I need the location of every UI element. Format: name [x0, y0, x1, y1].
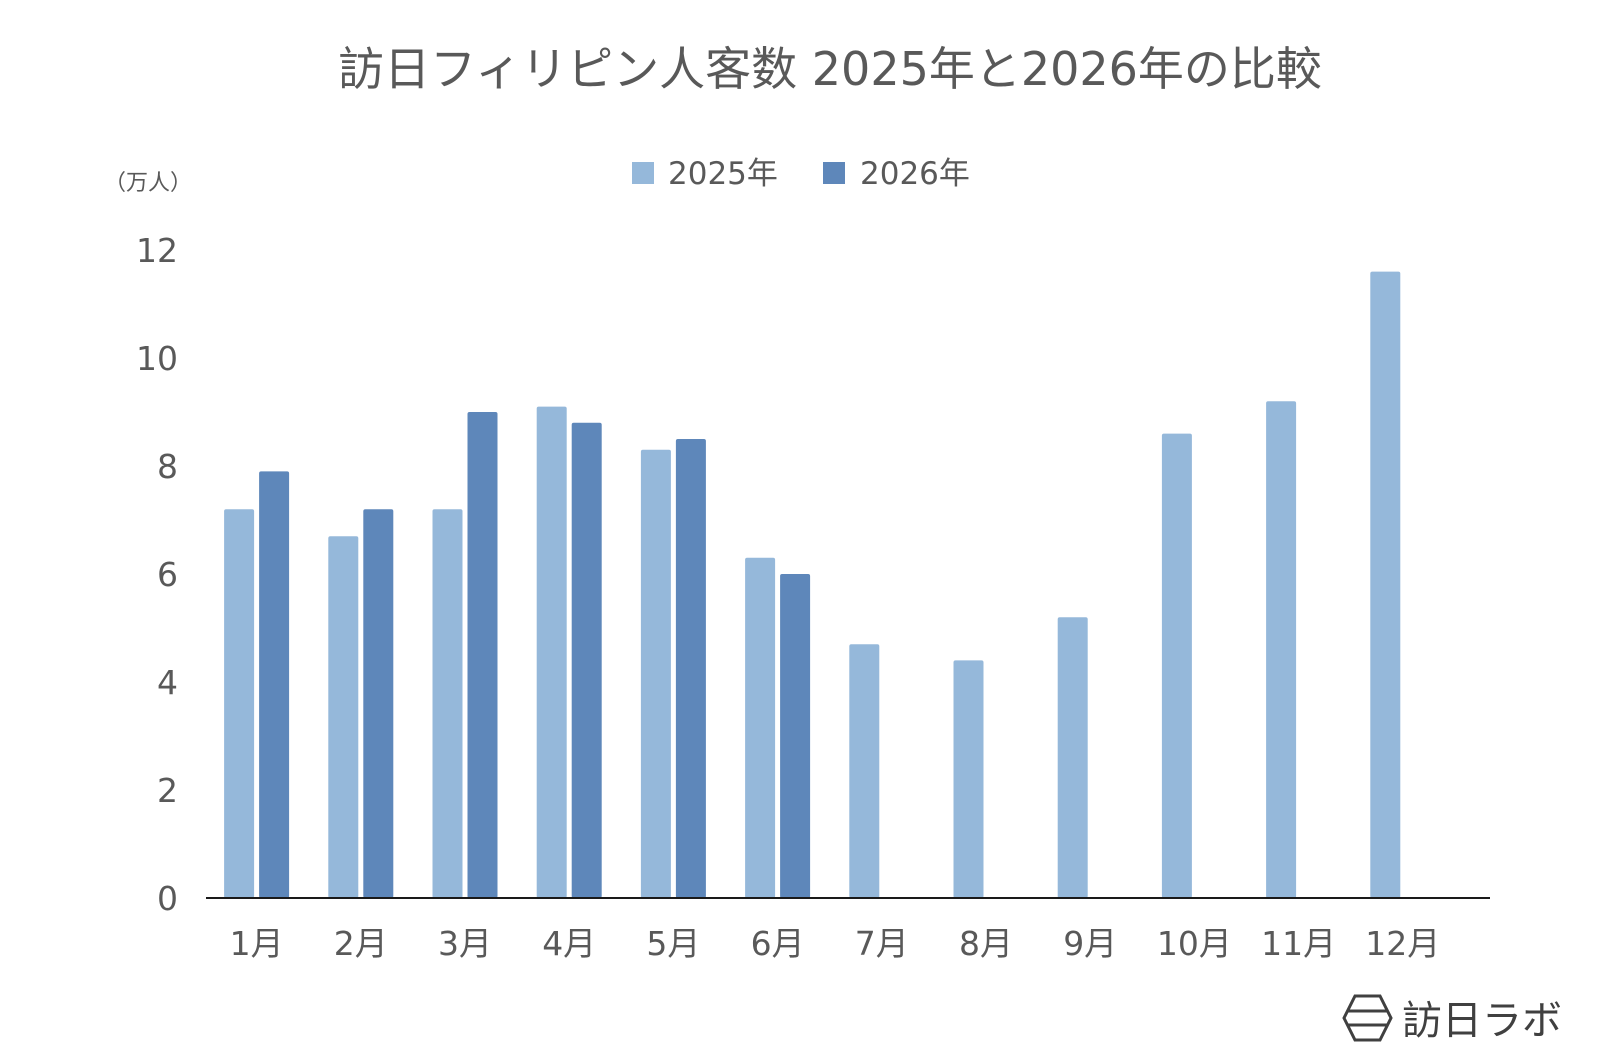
bar-2025年-8月: [953, 660, 984, 898]
x-tick-label: 3月: [438, 924, 492, 963]
hexagon-logo-icon: [1342, 994, 1393, 1042]
chart-title: 訪日フィリピン人客数 2025年と2026年の比較: [338, 42, 1322, 96]
y-tick-label: 8: [157, 447, 178, 486]
y-tick-label: 0: [157, 879, 178, 918]
x-tick-label: 4月: [542, 924, 596, 963]
bar-2025年-6月: [745, 557, 776, 898]
bar-2026年-5月: [675, 439, 706, 898]
bar-2026年-4月: [571, 422, 602, 898]
bar-2025年-4月: [536, 406, 567, 898]
bar-2025年-3月: [432, 509, 463, 898]
brand-logo: 訪日ラボ: [1342, 994, 1562, 1044]
legend-label-2026: 2026年: [860, 156, 970, 192]
legend: 2025年 2026年: [632, 156, 970, 192]
brand-name: 訪日ラボ: [1402, 998, 1562, 1044]
x-tick-label: 12月: [1365, 924, 1440, 963]
bar-2026年-6月: [780, 574, 811, 898]
bar-2026年-2月: [363, 509, 394, 898]
y-tick-label: 6: [157, 555, 178, 594]
legend-label-2025: 2025年: [668, 156, 778, 192]
bar-2026年-1月: [259, 471, 290, 898]
y-tick-label: 2: [157, 771, 178, 810]
x-tick-label: 8月: [959, 924, 1013, 963]
x-tick-label: 7月: [855, 924, 909, 963]
y-tick-label: 12: [136, 231, 178, 270]
x-tick-label: 5月: [646, 924, 700, 963]
x-tick-label: 9月: [1063, 924, 1117, 963]
bar-2025年-12月: [1370, 271, 1401, 899]
x-tick-label: 10月: [1157, 924, 1232, 963]
bars: [224, 271, 1401, 899]
bar-2026年-3月: [467, 412, 498, 898]
bar-2025年-5月: [640, 449, 671, 898]
x-tick-label: 11月: [1261, 924, 1336, 963]
x-tick-label: 6月: [751, 924, 805, 963]
x-tick-label: 1月: [230, 924, 284, 963]
bar-2025年-11月: [1266, 401, 1297, 898]
x-axis-ticks: 1月 2月 3月 4月 5月 6月 7月 8月 9月 10月 11月 12月: [230, 924, 1441, 963]
y-tick-label: 4: [157, 663, 178, 702]
y-tick-label: 10: [136, 339, 178, 378]
legend-swatch-2026: [823, 162, 845, 184]
bar-2025年-9月: [1057, 617, 1088, 898]
legend-swatch-2025: [632, 162, 654, 184]
y-axis-ticks: 0 2 4 6 8 10 12: [136, 231, 178, 918]
bar-2025年-7月: [849, 644, 880, 898]
x-tick-label: 2月: [334, 924, 388, 963]
bar-2025年-10月: [1161, 433, 1192, 898]
y-axis-unit: （万人）: [104, 171, 192, 196]
bar-2025年-2月: [328, 536, 359, 898]
bar-2025年-1月: [224, 509, 255, 898]
